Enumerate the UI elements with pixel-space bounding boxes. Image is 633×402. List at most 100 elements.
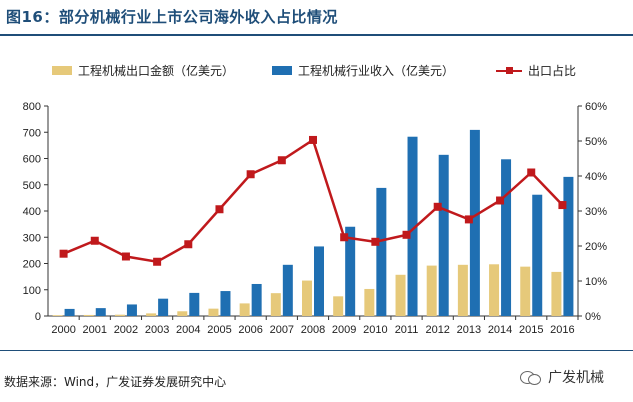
- source-note: 数据来源：Wind，广发证券发展研究中心: [4, 375, 227, 389]
- bar-revenue: [501, 159, 512, 316]
- bar-export: [395, 274, 406, 316]
- bar-export: [489, 264, 500, 316]
- ratio-point: [464, 215, 473, 224]
- ratio-point: [184, 240, 193, 249]
- bar-revenue: [126, 304, 137, 316]
- bar-revenue: [314, 246, 324, 316]
- y-left-tick-label: 300: [23, 232, 41, 244]
- x-tick-label: 2012: [425, 324, 449, 336]
- bar-revenue: [345, 226, 356, 316]
- bar-export: [520, 266, 531, 316]
- x-tick-label: 2005: [207, 324, 231, 336]
- x-tick-label: 2004: [176, 324, 200, 336]
- x-tick-label: 2014: [488, 324, 512, 336]
- ratio-point: [402, 230, 411, 239]
- x-tick-label: 2015: [519, 324, 543, 336]
- legend-item-export: 工程机械出口金额（亿美元）: [52, 62, 234, 79]
- x-tick-label: 2003: [145, 324, 169, 336]
- title-bar: 图16：部分机械行业上市公司海外收入占比情况: [0, 0, 633, 36]
- bottom-divider: [0, 350, 633, 351]
- bar-export: [364, 288, 375, 316]
- bar-revenue: [251, 283, 262, 316]
- ratio-line: [63, 138, 564, 264]
- bar-export: [457, 264, 468, 316]
- bar-export: [270, 293, 281, 316]
- bar-revenue: [376, 187, 387, 316]
- x-tick-label: 2008: [301, 324, 325, 336]
- page-title: 图16：部分机械行业上市公司海外收入占比情况: [6, 8, 338, 26]
- x-tick-label: 2011: [395, 324, 419, 336]
- ratio-point: [371, 237, 380, 246]
- bar-revenue: [469, 129, 480, 316]
- bar-export: [177, 311, 188, 316]
- x-tick-label: 2016: [550, 324, 574, 336]
- y-right-tick-label: 10%: [585, 276, 607, 288]
- watermark: 广发机械: [520, 367, 604, 387]
- x-tick-label: 2010: [363, 324, 387, 336]
- ratio-point: [309, 135, 317, 144]
- bar-export: [551, 271, 562, 316]
- x-tick-label: 2001: [83, 324, 107, 336]
- x-tick-label: 2000: [51, 324, 75, 336]
- legend-swatch-ratio: [496, 66, 522, 76]
- legend-label-revenue: 工程机械行业收入（亿美元）: [298, 64, 455, 78]
- ratio-point: [246, 170, 255, 179]
- bar-revenue: [532, 194, 543, 316]
- bar-revenue: [282, 264, 293, 316]
- ratio-point: [215, 205, 224, 214]
- bar-export: [239, 303, 250, 316]
- bar-export: [146, 313, 157, 316]
- y-left-tick-label: 800: [23, 101, 41, 113]
- y-right-tick-label: 0%: [585, 311, 601, 323]
- bar-export: [114, 314, 125, 316]
- x-tick-label: 2002: [114, 324, 138, 336]
- y-right-tick-label: 60%: [585, 101, 607, 113]
- y-right-tick-label: 50%: [585, 136, 607, 148]
- y-left-tick-label: 100: [23, 285, 41, 297]
- ratio-point: [277, 156, 286, 165]
- ratio-point: [340, 233, 349, 242]
- legend-item-ratio: 出口占比: [496, 62, 576, 79]
- chart-legend: 工程机械出口金额（亿美元） 工程机械行业收入（亿美元） 出口占比: [0, 62, 633, 84]
- ratio-point: [153, 257, 162, 266]
- chart-plot: 0 100 200 300 400 500 600 700 800 0% 10% 20% 30% 40% 5…: [23, 101, 608, 336]
- bar-revenue: [438, 154, 449, 316]
- ratio-point: [496, 196, 505, 205]
- legend-swatch-export: [52, 66, 72, 75]
- x-tick-label: 2007: [270, 324, 294, 336]
- y-right-tick-label: 40%: [585, 171, 607, 183]
- y-left-tick-label: 600: [23, 154, 41, 166]
- bar-export: [426, 265, 437, 316]
- bar-export: [52, 315, 63, 316]
- bar-revenue: [189, 292, 200, 316]
- bar-revenue: [220, 291, 231, 316]
- watermark-label: 广发机械: [548, 370, 604, 386]
- bar-revenue: [407, 136, 418, 316]
- ratio-point: [433, 202, 442, 211]
- y-left-tick-label: 700: [23, 127, 41, 139]
- legend-label-ratio: 出口占比: [528, 64, 577, 78]
- y-left-tick-label: 200: [23, 259, 41, 271]
- y-left-tick-label: 0: [35, 311, 41, 323]
- y-right-tick-label: 30%: [585, 206, 607, 218]
- bar-export: [83, 314, 94, 316]
- ratio-point: [90, 236, 99, 245]
- bar-export: [333, 296, 344, 316]
- ratio-point: [527, 168, 536, 177]
- bar-export: [208, 308, 219, 316]
- ratio-point: [59, 249, 68, 258]
- x-tick-label: 2009: [332, 324, 356, 336]
- bar-revenue: [158, 298, 169, 316]
- legend-swatch-revenue: [272, 66, 292, 75]
- y-left-tick-label: 400: [23, 206, 41, 218]
- bar-revenue: [95, 308, 106, 316]
- legend-label-export: 工程机械出口金额（亿美元）: [78, 64, 235, 78]
- x-tick-label: 2013: [457, 324, 481, 336]
- x-tick-label: 2006: [238, 324, 262, 336]
- bar-export: [302, 280, 312, 316]
- ratio-point: [121, 252, 130, 261]
- bar-revenue: [64, 308, 75, 316]
- ratio-point: [558, 201, 567, 210]
- bar-revenue: [563, 176, 574, 316]
- legend-item-revenue: 工程机械行业收入（亿美元）: [272, 62, 454, 79]
